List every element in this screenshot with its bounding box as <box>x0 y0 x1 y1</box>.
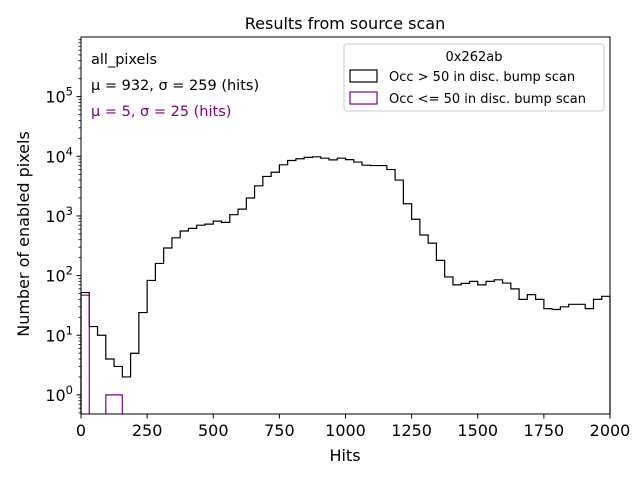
y-tick-label: 102 <box>45 264 73 286</box>
legend: 0x262ab Occ > 50 in disc. bump scan Occ … <box>343 43 605 112</box>
annotation-secondary-stats: μ = 5, σ = 25 (hits) <box>91 104 231 120</box>
x-tick-label: 250 <box>132 421 163 440</box>
y-axis-label: Number of enabled pixels <box>14 131 33 337</box>
x-tick-label: 1250 <box>391 421 432 440</box>
axes: 0 250 500 750 1000 1250 1500 1750 2000 100 101 102 1… <box>45 36 631 440</box>
y-tick-label: 101 <box>45 323 73 345</box>
series-secondary <box>80 294 123 414</box>
x-tick-label: 0 <box>76 421 86 440</box>
series-main <box>80 156 611 414</box>
y-tick-label: 104 <box>45 144 73 166</box>
x-tick-label: 2000 <box>590 421 631 440</box>
histogram-step-line <box>80 156 611 414</box>
legend-swatch-main <box>349 69 378 83</box>
legend-entry-secondary: Occ <= 50 in disc. bump scan <box>389 92 586 107</box>
legend-entry-main: Occ > 50 in disc. bump scan <box>389 70 575 85</box>
x-axis-label: Hits <box>329 446 360 465</box>
x-tick-label: 500 <box>198 421 229 440</box>
histogram-step-line <box>80 294 123 414</box>
y-tick-label: 105 <box>45 85 73 107</box>
chart-title: Results from source scan <box>245 14 445 33</box>
legend-swatch-secondary <box>349 91 378 105</box>
legend-frame <box>343 43 605 112</box>
annotation-dataset-name: all_pixels <box>91 52 157 68</box>
x-tick-label: 750 <box>264 421 295 440</box>
legend-title: 0x262ab <box>446 50 503 65</box>
x-tick-label: 1750 <box>524 421 565 440</box>
y-tick-label: 103 <box>45 204 73 226</box>
histogram-bars <box>80 156 611 414</box>
x-tick-label: 1500 <box>457 421 498 440</box>
annotation-main-stats: μ = 932, σ = 259 (hits) <box>91 78 259 94</box>
x-tick-label: 1000 <box>325 421 366 440</box>
y-tick-label: 100 <box>45 383 73 405</box>
